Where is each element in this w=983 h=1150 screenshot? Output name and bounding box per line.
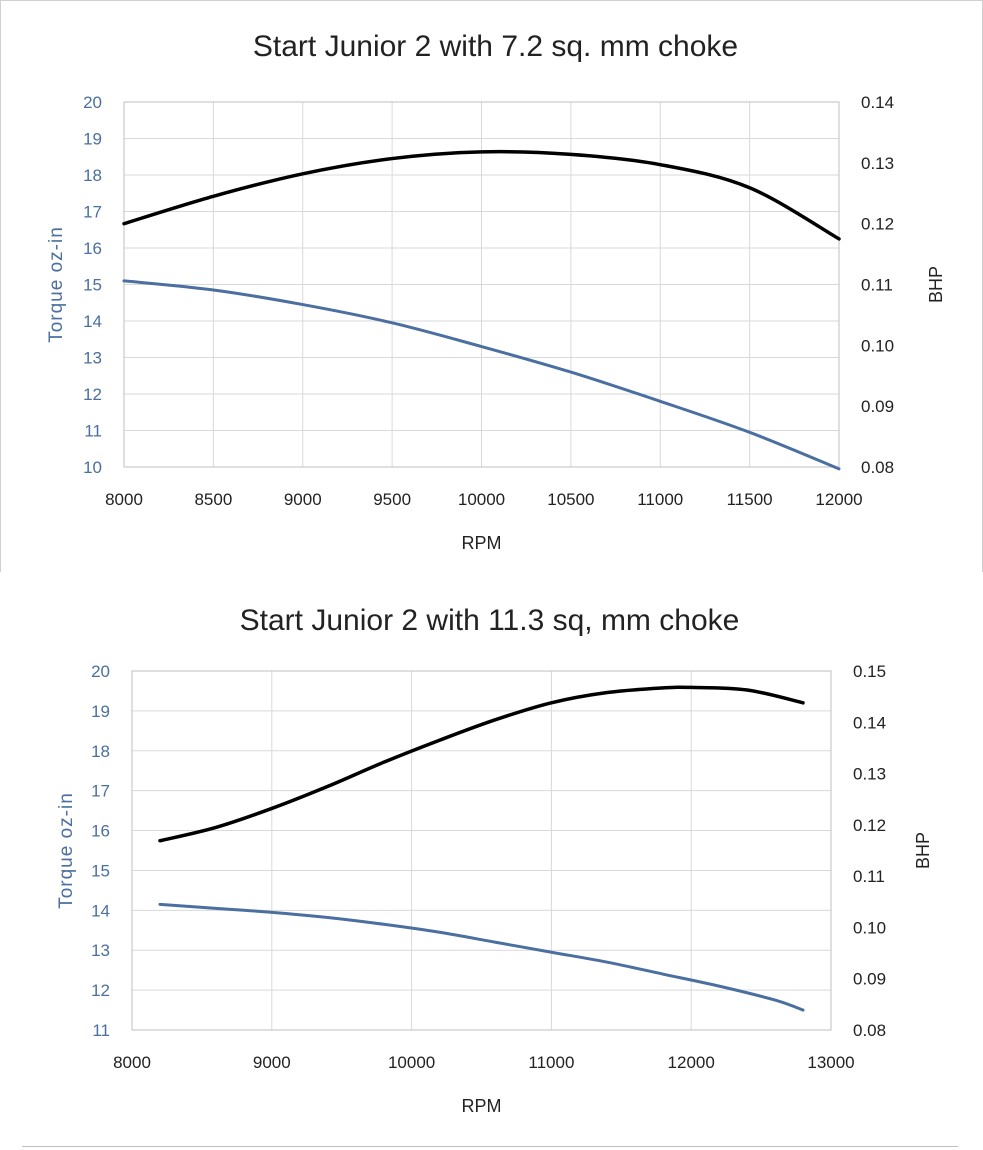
y-right-axis-title: BHP (926, 266, 946, 303)
x-tick-label: 8000 (105, 490, 143, 509)
y-left-tick-label: 17 (91, 782, 110, 801)
y-left-tick-label: 14 (83, 312, 102, 331)
bhp-series-line (158, 685, 805, 843)
chart-panel-1: Start Junior 2 with 7.2 sq. mm choke 10 11… (0, 0, 983, 572)
chart-title: Start Junior 2 with 11.3 sq, mm choke (240, 604, 740, 637)
x-tick-label: 11000 (528, 1053, 574, 1072)
y-left-axis-title: Torque oz-in (56, 792, 77, 909)
x-tick-label: 8000 (113, 1053, 151, 1072)
y-left-tick-label: 20 (91, 662, 110, 681)
y-left-tick-label: 11 (92, 1021, 110, 1040)
y-right-tick-label: 0.13 (853, 765, 886, 784)
plot-area-frame (123, 101, 840, 468)
x-tick-label: 9000 (284, 490, 322, 509)
torque-series-line (158, 902, 805, 1012)
y-right-tick-label: 0.13 (861, 154, 894, 173)
x-tick-label: 10000 (458, 490, 505, 509)
x-axis-title: RPM (462, 1096, 502, 1116)
bhp-series-line (122, 149, 841, 241)
x-tick-label: 9500 (373, 490, 411, 509)
y-right-tick-label: 0.12 (853, 816, 886, 835)
x-tick-label: 11000 (637, 490, 683, 509)
chart-1-svg: Start Junior 2 with 7.2 sq. mm choke 10 11… (46, 30, 946, 553)
y-left-tick-label: 19 (83, 130, 102, 149)
y-left-tick-label: 16 (91, 822, 110, 841)
y-left-tick-label: 11 (84, 422, 102, 441)
y-right-axis-title: BHP (913, 832, 933, 869)
y-right-tick-label: 0.14 (861, 93, 894, 112)
y-left-tick-label: 15 (83, 276, 102, 295)
y-right-tick-label: 0.10 (853, 918, 886, 937)
torque-series-line (122, 279, 841, 471)
plot-area-frame (131, 670, 832, 1031)
x-tick-label: 8500 (194, 490, 232, 509)
chart-2-svg: Start Junior 2 with 11.3 sq, mm choke 11 1… (56, 604, 933, 1116)
y-left-tick-label: 13 (83, 349, 102, 368)
x-tick-label: 12000 (668, 1053, 715, 1072)
y-right-tick-label: 0.08 (853, 1021, 886, 1040)
y-left-tick-label: 12 (91, 981, 110, 1000)
chart-title: Start Junior 2 with 7.2 sq. mm choke (253, 30, 738, 63)
x-tick-label: 9000 (253, 1053, 291, 1072)
x-tick-label: 13000 (807, 1053, 854, 1072)
y-left-tick-label: 13 (91, 941, 110, 960)
x-tick-label: 10500 (547, 490, 594, 509)
y-left-tick-label: 15 (91, 861, 110, 880)
y-left-tick-label: 14 (91, 901, 110, 920)
y-left-tick-label: 18 (91, 742, 110, 761)
y-right-tick-label: 0.08 (861, 458, 894, 477)
y-right-tick-label: 0.11 (861, 276, 893, 295)
y-right-tick-label: 0.15 (853, 662, 886, 681)
x-tick-label: 10000 (388, 1053, 435, 1072)
y-right-tick-label: 0.09 (853, 970, 886, 989)
bottom-divider (22, 1146, 958, 1147)
y-left-tick-label: 12 (83, 385, 102, 404)
y-left-axis-title: Torque oz-in (46, 226, 67, 343)
y-left-tick-label: 17 (83, 203, 102, 222)
chart-panel-2: Start Junior 2 with 11.3 sq, mm choke 11 1… (0, 572, 983, 1150)
y-right-tick-label: 0.12 (861, 215, 894, 234)
y-left-tick-label: 10 (83, 458, 102, 477)
x-tick-label: 11500 (727, 490, 773, 509)
y-left-tick-label: 16 (83, 239, 102, 258)
y-left-tick-label: 19 (91, 702, 110, 721)
x-axis-title: RPM (462, 533, 502, 553)
y-right-tick-label: 0.10 (861, 336, 894, 355)
y-left-tick-label: 20 (83, 93, 102, 112)
x-tick-label: 12000 (815, 490, 862, 509)
y-left-tick-label: 18 (83, 166, 102, 185)
y-right-tick-label: 0.09 (861, 397, 894, 416)
y-right-tick-label: 0.14 (853, 713, 886, 732)
y-right-tick-label: 0.11 (853, 867, 885, 886)
